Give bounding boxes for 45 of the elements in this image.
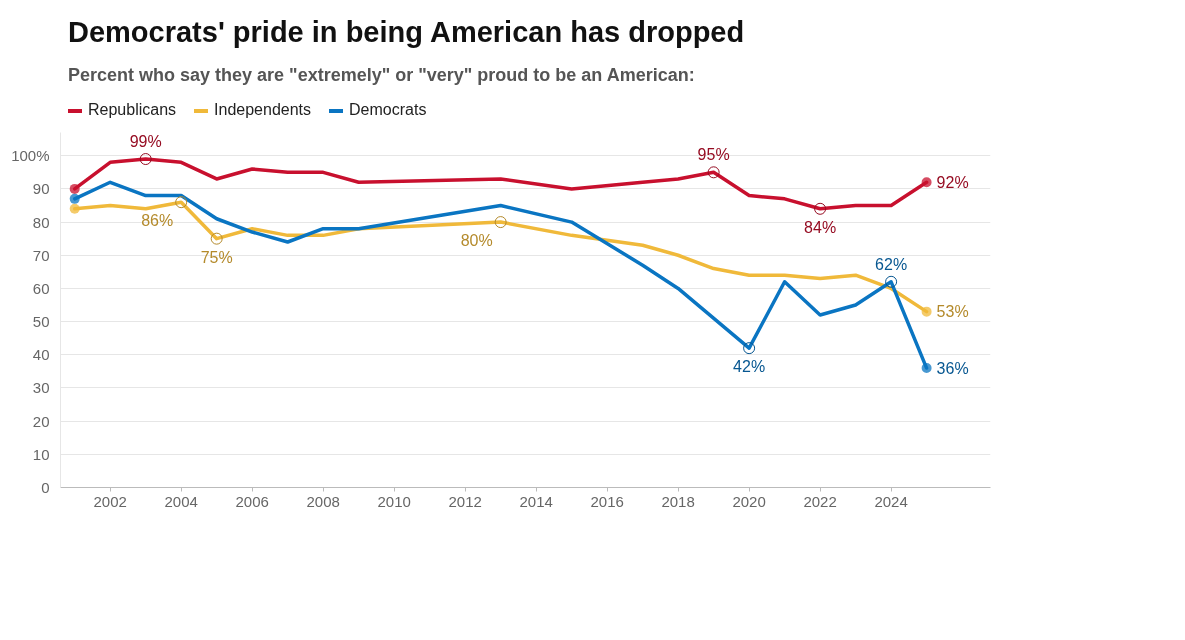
y-tick-label: 60 [32,279,50,297]
y-tick-label: 70 [32,246,50,264]
annotation: 84% [804,218,837,236]
x-tick-label: 2008 [306,492,340,510]
point [921,363,932,374]
x-tick-label: 2006 [235,492,269,510]
x-tick-label: 2012 [448,492,482,510]
annotation: 75% [200,248,233,266]
x-tick-label: 2014 [519,492,553,510]
chart-subtitle: Percent who say they are "extremely" or "very" proud to be an American: [68,64,695,88]
chart-title: Democrats' pride in being American has dropped [68,15,745,50]
x-tick-label: 2022 [803,492,837,510]
legend-label: Democrats [349,101,427,119]
point [69,183,80,194]
y-tick-label: 80 [32,213,50,231]
annotation: 95% [697,146,730,164]
annotation: 53% [936,303,969,321]
x-tick-label: 2002 [93,492,127,510]
annotation: 86% [141,212,174,230]
point [69,193,80,204]
point [921,177,932,188]
legend-label: Republicans [88,101,177,119]
x-tick-label: 2004 [164,492,198,510]
legend-label: Independents [214,101,312,119]
x-tick-label: 2016 [590,492,624,510]
y-tick-label: 40 [32,346,50,364]
x-tick-label: 2018 [661,492,695,510]
y-tick-label: 50 [32,313,50,331]
x-tick-label: 2020 [732,492,766,510]
annotation: 42% [733,358,766,376]
x-tick-label: 2010 [377,492,411,510]
y-tick-label: 100% [11,147,50,165]
x-tick-label: 2024 [874,492,908,510]
point [69,203,80,214]
annotation: 99% [129,133,162,151]
annotation: 80% [460,232,493,250]
y-tick-label: 0 [41,478,50,496]
y-tick-label: 10 [32,445,50,463]
point [921,306,932,317]
y-tick-label: 30 [32,379,50,397]
annotation: 92% [936,173,969,191]
annotation: 62% [875,255,908,273]
y-tick-label: 90 [32,180,50,198]
y-tick-label: 20 [32,412,50,430]
annotation: 36% [936,359,969,377]
